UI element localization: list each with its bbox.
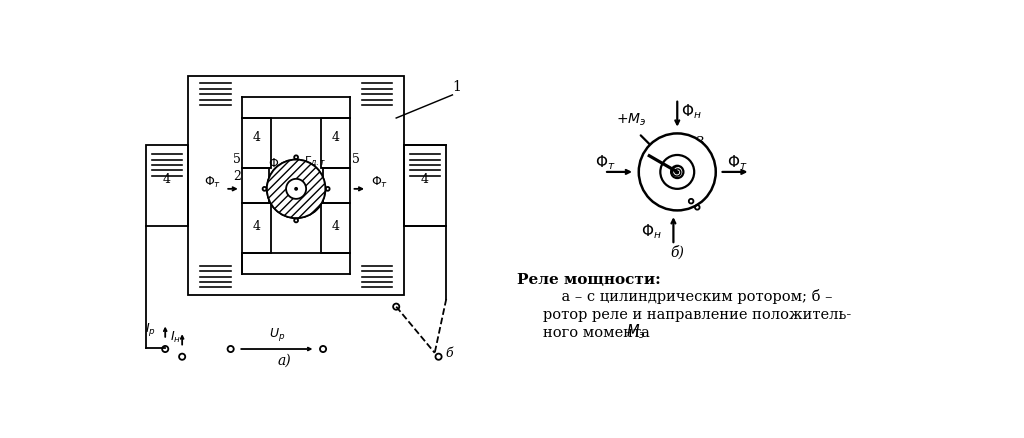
Text: а – с цилиндрическим ротором; б –: а – с цилиндрическим ротором; б – [543, 289, 833, 304]
Bar [243, 203, 271, 253]
Bar [146, 145, 188, 226]
Circle shape [639, 134, 716, 210]
Text: $\Phi_т$: $\Phi_т$ [595, 153, 615, 172]
Circle shape [660, 155, 694, 189]
Text: 4: 4 [253, 131, 261, 144]
Bar [403, 145, 446, 226]
Text: 4: 4 [421, 173, 429, 187]
Text: $\Phi_т$: $\Phi_т$ [727, 153, 748, 172]
Text: а): а) [278, 353, 292, 367]
Bar [188, 76, 403, 295]
Text: 5: 5 [232, 153, 241, 166]
Text: $\Phi_н$: $\Phi_н$ [641, 223, 662, 241]
Text: 3: 3 [696, 136, 705, 150]
Circle shape [294, 187, 298, 191]
Text: б): б) [671, 245, 684, 260]
Text: $\Phi_н$: $\Phi_н$ [288, 185, 305, 200]
Bar [243, 118, 271, 168]
Bar [243, 168, 269, 203]
Text: 5: 5 [351, 153, 359, 166]
Text: $\Gamma_{д.т}$: $\Gamma_{д.т}$ [304, 155, 327, 169]
Text: $M_э$: $M_э$ [626, 323, 645, 341]
Text: 1: 1 [452, 80, 461, 94]
Text: 4: 4 [332, 220, 339, 233]
Text: $I_н$: $I_н$ [170, 330, 180, 345]
Text: $\Phi_т$: $\Phi_т$ [204, 175, 221, 190]
Text: $\Phi_н$: $\Phi_н$ [681, 102, 701, 121]
Text: $I_р$: $I_р$ [145, 321, 156, 338]
Text: $+M_э$: $+M_э$ [615, 112, 646, 128]
Text: $U_р$: $U_р$ [268, 326, 285, 343]
Circle shape [267, 159, 326, 218]
Text: 4: 4 [332, 131, 339, 144]
Text: ротор реле и направление положитель-: ротор реле и направление положитель- [543, 308, 851, 322]
Text: Реле мощности:: Реле мощности: [517, 272, 660, 286]
Text: 2: 2 [232, 170, 241, 184]
Bar [321, 203, 350, 253]
Bar [321, 118, 350, 168]
Bar [323, 168, 350, 203]
Text: 7: 7 [649, 144, 658, 158]
Text: 4: 4 [253, 220, 261, 233]
Text: б: б [445, 347, 453, 360]
Circle shape [671, 166, 683, 178]
Text: $\Phi_н$: $\Phi_н$ [268, 157, 286, 172]
Circle shape [286, 179, 306, 199]
Text: $\Phi_т$: $\Phi_т$ [371, 175, 388, 190]
Text: 4: 4 [163, 173, 171, 187]
Text: ного момента: ного момента [543, 326, 654, 340]
Circle shape [267, 159, 326, 218]
